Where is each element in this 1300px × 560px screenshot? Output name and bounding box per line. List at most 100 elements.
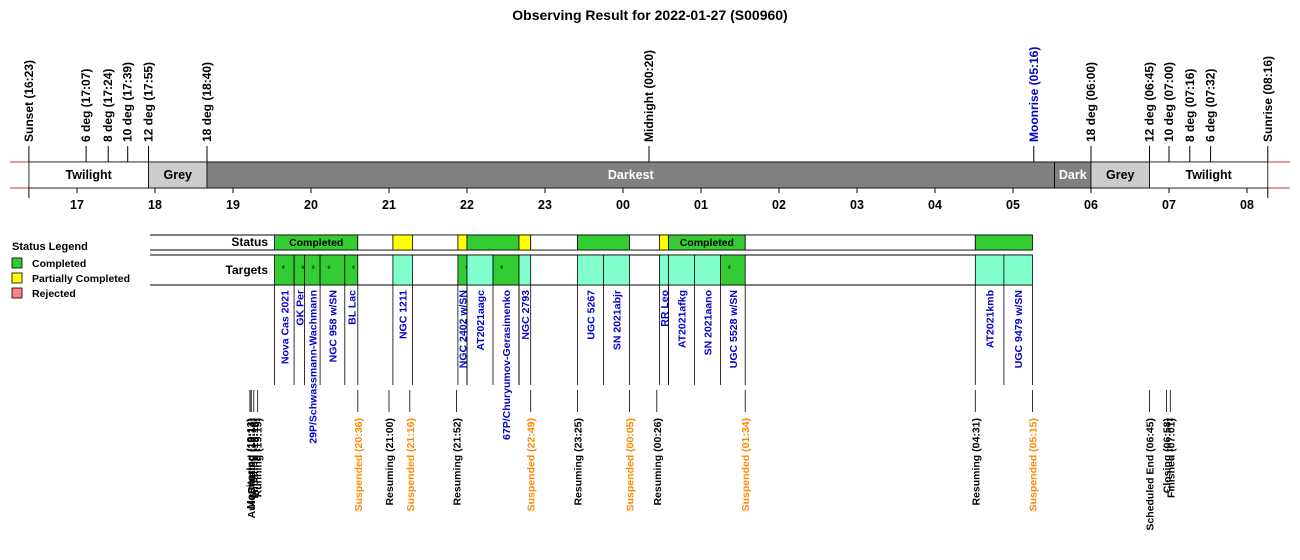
legend-label: Completed: [32, 258, 86, 270]
hour-tick-label: 18: [148, 198, 162, 212]
hour-tick-label: 20: [304, 198, 318, 212]
target-name: NGC 958 w/SN: [327, 290, 339, 362]
target-name: UGC 5267: [586, 290, 598, 340]
target-name: GK Per: [294, 290, 306, 326]
legend-title: Status Legend: [12, 241, 88, 253]
sun-events: Sunset (16:23) 6 deg (17:07) 8 deg (17:24)…: [22, 47, 1275, 162]
event-label: Resuming (00:26): [652, 418, 664, 506]
event-label: Finished (07:01): [1165, 418, 1177, 498]
target-block: [603, 254, 630, 286]
target-block: [344, 254, 359, 286]
target-block: [694, 254, 721, 286]
status-segment: [974, 234, 1033, 251]
target-name: 67P/Churyumov-Gerasimenko: [501, 290, 513, 440]
legend-swatch: [11, 257, 23, 269]
status-row: Completed Completed: [150, 234, 1033, 251]
legend-label: Partially Completed: [32, 273, 130, 285]
target-name: RR Leo: [659, 290, 671, 327]
band-twilight: [28, 161, 149, 189]
status-segment: [466, 234, 520, 251]
targets-row: * Nova Cas 2021 * GK Per * 29P/Schwassmann-Wa…: [150, 254, 1033, 444]
band-label: Grey: [164, 168, 193, 182]
band-grey: [148, 161, 208, 189]
event-label: Suspended (00:05): [625, 418, 637, 511]
status-segment: [530, 234, 578, 251]
target-mark: *: [301, 264, 305, 274]
event-label: Suspended (01:34): [740, 418, 752, 511]
target-mark: *: [728, 264, 732, 274]
status-segment: [744, 234, 976, 251]
sun-event-label: 12 deg (17:55): [142, 62, 156, 142]
sun-event-label: Sunset (16:23): [22, 60, 36, 142]
sun-event-label: 6 deg (07:32): [1204, 69, 1218, 142]
sun-event-label: Moonrise (05:16): [1027, 47, 1041, 142]
band-label: Twilight: [66, 168, 113, 182]
status-segment: [629, 234, 660, 251]
target-block: [518, 254, 532, 286]
sun-event-label: Sunrise (08:16): [1261, 56, 1275, 142]
hour-tick-label: 17: [70, 198, 84, 212]
hour-tick-label: 06: [1084, 198, 1098, 212]
event-label: Running (19:19): [253, 418, 265, 497]
event-labels: Monitoring (19:13)AutoStarting (19:14)Cr…: [245, 390, 1177, 531]
target-name: Nova Cas 2021: [279, 290, 291, 364]
event-label: Suspended (22:49): [526, 418, 538, 511]
hour-tick-label: 03: [850, 198, 864, 212]
legend-swatch: [11, 272, 23, 284]
sun-event-label: 8 deg (17:24): [101, 69, 115, 142]
target-name: UGC 9479 w/SN: [1013, 290, 1025, 368]
hour-tick-label: 00: [616, 198, 630, 212]
status-row-label: Status: [231, 235, 268, 249]
event-label: Scheduled End (06:45): [1145, 418, 1157, 531]
target-block: [492, 254, 520, 286]
hour-tick-label: 23: [538, 198, 552, 212]
chart-title: Observing Result for 2022-01-27 (S00960): [512, 7, 787, 23]
hour-tick-label: 02: [772, 198, 786, 212]
hour-tick-label: 04: [928, 198, 942, 212]
band-dark: [1054, 161, 1092, 189]
hour-tick-label: 08: [1240, 198, 1254, 212]
sun-event-label: 10 deg (07:00): [1162, 62, 1176, 142]
sun-event-label: 10 deg (17:39): [121, 62, 135, 142]
target-mark: *: [282, 264, 286, 274]
target-name: SN 2021abjr: [612, 290, 624, 350]
event-label: Resuming (21:52): [452, 418, 464, 506]
hour-tick-label: 21: [382, 198, 396, 212]
target-name: AT2021afkg: [677, 290, 689, 348]
target-block: [577, 254, 604, 286]
status-segment-label: Completed: [289, 237, 343, 249]
sun-event-label: 6 deg (17:07): [79, 69, 93, 142]
event-label: Created (19:14): [246, 418, 258, 494]
status-segment: [659, 234, 669, 251]
target-block: [720, 254, 746, 286]
target-block: [1003, 254, 1033, 286]
status-legend: Status Legend Completed Partially Complet…: [11, 241, 130, 300]
target-mark: *: [327, 264, 331, 274]
event-label: Suspended (20:36): [353, 418, 365, 511]
targets-row-label: Targets: [226, 263, 269, 277]
event-label: Monitoring (19:13): [245, 418, 257, 509]
target-name: AT2021aagc: [475, 290, 487, 351]
sun-event-label: 8 deg (07:16): [1183, 69, 1197, 142]
hour-tick-label: 22: [460, 198, 474, 212]
status-segment-label: Completed: [680, 237, 734, 249]
target-name: UGC 5528 w/SN: [728, 290, 740, 368]
event-label: Initiating (19:16): [249, 418, 261, 499]
event-label: AutoStarting (19:14): [246, 418, 258, 518]
event-label: Suspended (05:15): [1028, 418, 1040, 511]
status-segment: [357, 234, 394, 251]
status-segment: [411, 234, 459, 251]
legend-swatch: [11, 287, 23, 299]
hour-tick-label: 01: [694, 198, 708, 212]
target-block: [659, 254, 669, 286]
band-twilight: [1149, 161, 1269, 189]
status-segment: [392, 234, 413, 251]
sun-event-label: Midnight (00:20): [642, 50, 656, 142]
target-name: NGC 2402 w/SN: [457, 290, 469, 368]
sun-event-label: 18 deg (18:40): [200, 62, 214, 142]
target-mark: *: [352, 264, 356, 274]
target-name: NGC 2793: [520, 290, 532, 340]
legend-label: Rejected: [32, 288, 76, 300]
target-block: [319, 254, 346, 286]
